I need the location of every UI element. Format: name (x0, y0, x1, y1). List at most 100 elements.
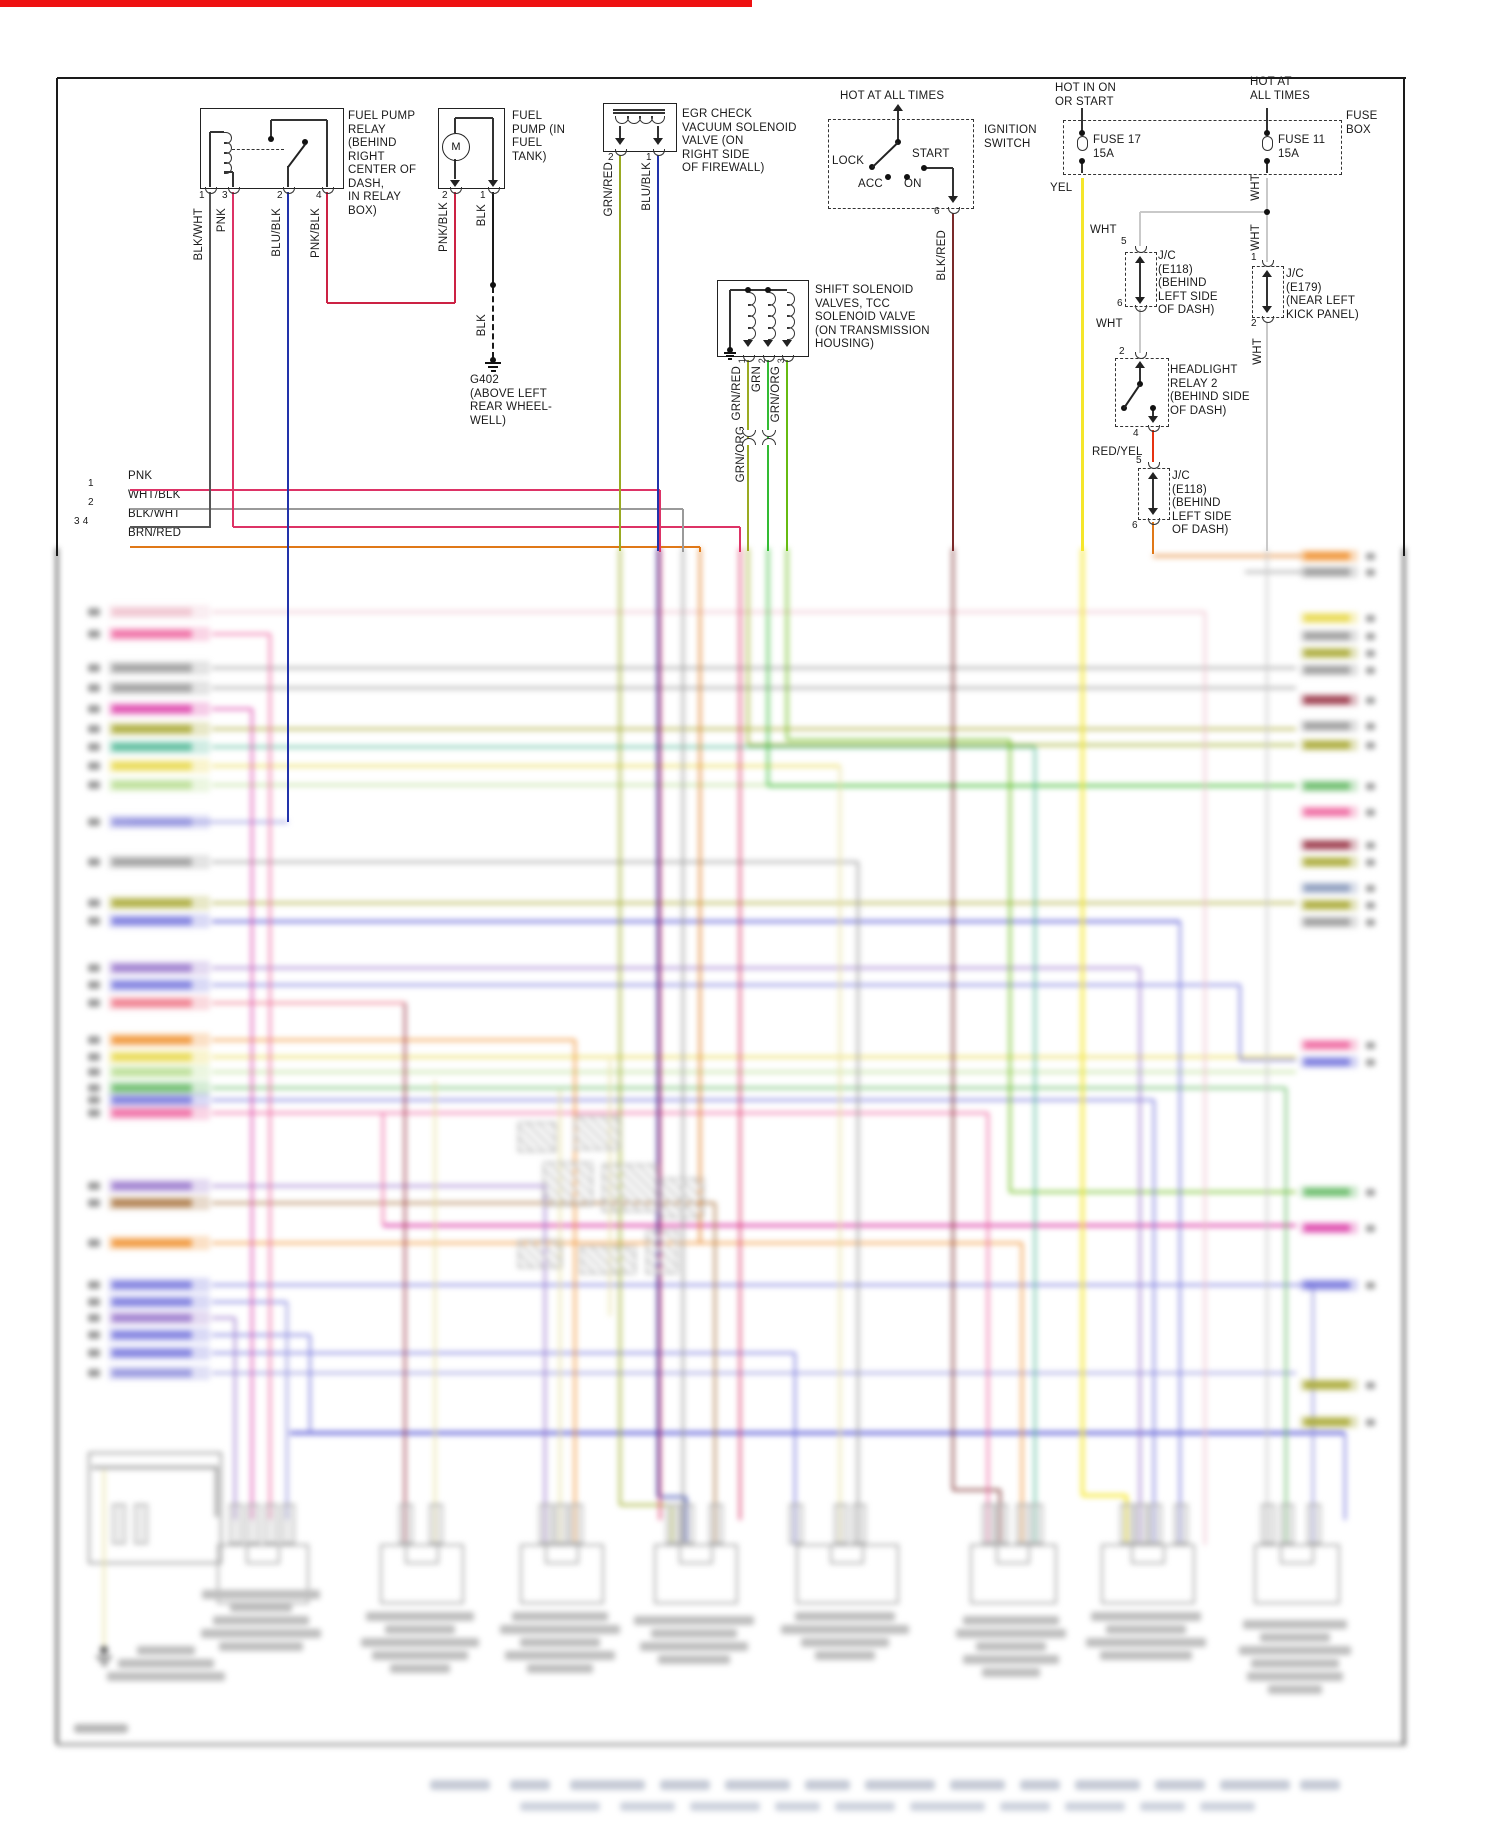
jc-e118-2-pin-6: 6 (1132, 520, 1138, 531)
wire-v (657, 126, 659, 140)
wire-label-blur (1304, 1188, 1350, 1196)
dashed-component-box (1115, 358, 1169, 427)
wire-label-blur (112, 981, 192, 989)
arrow-down-icon (1262, 306, 1272, 313)
text-blob-blur (510, 1780, 550, 1790)
wire-label-blur (1366, 697, 1375, 704)
wire-v (897, 108, 899, 142)
junction-dot (490, 357, 496, 363)
fuse-icon (1262, 143, 1273, 151)
wire-label-blur (112, 725, 192, 733)
ground-icon (726, 355, 734, 357)
wire-label-blur (1304, 1041, 1350, 1049)
wire-label-blur (88, 1369, 100, 1377)
wire-v (658, 490, 662, 552)
text-blob-blur (805, 1780, 850, 1790)
connector-caption-blur (1091, 1612, 1201, 1621)
connector-caption-blur (505, 1651, 615, 1660)
row-brn-red-label: BRN/RED (128, 527, 182, 539)
wire-label-blur (88, 818, 100, 826)
wire-label-blur (112, 858, 192, 866)
wire-label-blur (112, 705, 192, 713)
wire-v (618, 548, 622, 1505)
wire-label-blur (112, 1349, 192, 1357)
wire-v (209, 132, 211, 187)
wire-v (453, 192, 457, 303)
wire-h (327, 301, 455, 305)
wire-label-blur (1366, 1042, 1375, 1049)
wire-label-blur (112, 1068, 192, 1076)
wire-label-blur (1304, 666, 1350, 674)
wire-h (212, 902, 1296, 904)
wire-label-blur (88, 1314, 100, 1322)
wire-h (212, 687, 1296, 689)
pin-connector-cup (653, 149, 665, 156)
acc-label: ACC (858, 178, 883, 190)
wire-h (130, 545, 700, 549)
wire-label-blur (1304, 1418, 1350, 1426)
wire-h (210, 131, 224, 133)
wire-label-blur (88, 964, 100, 972)
wire-blu-blk-relay: BLU/BLK (271, 208, 283, 257)
wire-v (269, 634, 271, 1520)
wire-label-blur (1366, 783, 1375, 790)
wire-v (785, 548, 789, 740)
connector-caption-blur (963, 1655, 1059, 1664)
wire-label-blur (1304, 649, 1350, 657)
connector-notch-blur (1131, 1544, 1165, 1564)
wire-h (212, 1333, 310, 1337)
connector-caption-blur (137, 1646, 195, 1655)
jc-e118-1-label: J/C (E118) (BEHIND LEFT SIDE OF DASH) (1158, 250, 1218, 316)
wire-v (214, 1467, 218, 1517)
connector-caption-blur (390, 1664, 450, 1673)
wire-label-blur (88, 899, 100, 907)
wire-label-blur (1304, 841, 1350, 849)
connector-pin-blur (229, 1504, 243, 1544)
wire-v (454, 159, 456, 179)
row-tick-2: 2 (88, 497, 94, 508)
arrow-down-icon (653, 138, 663, 145)
ground-icon (490, 370, 496, 372)
wire-v (573, 1040, 577, 1545)
wire-h (212, 611, 1205, 613)
wire-v (433, 1080, 437, 1545)
jc-e118-2-pin-5: 5 (1136, 455, 1142, 466)
junction-dot (895, 139, 901, 145)
arrow-down-icon (763, 340, 773, 347)
wire-v (1238, 985, 1242, 1060)
wire-v (382, 1113, 384, 1225)
wire-label-blur (1366, 615, 1375, 622)
wire-v (325, 192, 329, 303)
wire-v (544, 1186, 546, 1545)
pin-connector-cup (450, 187, 462, 194)
wire-h (212, 1202, 715, 1204)
wire-v (231, 192, 235, 527)
wire-h (658, 1495, 686, 1499)
component-cluster-blur (574, 1116, 620, 1150)
wire-label-blur (88, 725, 100, 733)
connector-caption-blur (976, 1642, 1046, 1651)
wire-v (102, 1470, 106, 1650)
wire-v (738, 548, 742, 1520)
motor-symbol: M (442, 133, 470, 161)
wire-wht-2: WHT (1250, 224, 1262, 251)
pin-connector-cup (743, 355, 755, 362)
pump-pin-1: 1 (480, 190, 486, 201)
wire-h (212, 764, 840, 768)
component-box (438, 108, 505, 189)
wire-v (308, 1335, 312, 1433)
wire-v (766, 360, 770, 551)
wire-v (729, 290, 731, 350)
connector-caption-blur (1086, 1638, 1206, 1647)
junction-dot (302, 139, 308, 145)
wire-label-blur (1304, 918, 1350, 926)
wire-v (1034, 747, 1036, 1545)
wire-h (1245, 571, 1302, 573)
wire-v (492, 287, 494, 358)
blurred-diagram-region (0, 548, 1500, 1828)
wire-v (404, 1003, 406, 1545)
wire-h (212, 633, 270, 635)
wire-label-blur (112, 1281, 192, 1289)
wire-h (455, 117, 493, 119)
wire-label-blur (112, 1298, 192, 1306)
